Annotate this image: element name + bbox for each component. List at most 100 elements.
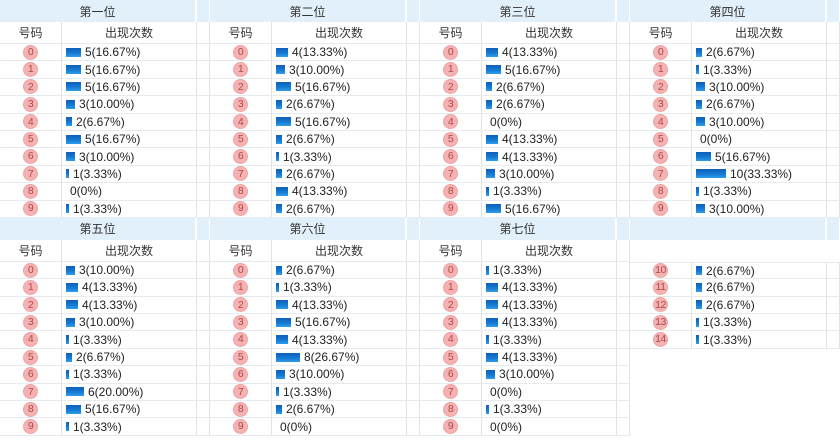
number-cell: 9 [210, 418, 272, 435]
number-row: 7 3(10.00%) [420, 165, 630, 184]
frequency-bar-icon [66, 152, 75, 162]
frequency-label: 5(16.67%) [715, 149, 771, 164]
number-cell: 6 [0, 148, 62, 165]
number-row: 3 4(13.33%) [420, 314, 630, 332]
frequency-bar-icon [276, 387, 279, 397]
number-cell: 5 [210, 130, 272, 148]
panel-header-row: 号码 出现次数 [630, 22, 840, 44]
count-cell: 8(26.67%) [272, 348, 407, 366]
number-badge: 4 [233, 332, 248, 348]
frequency-bar-icon [696, 186, 699, 196]
spacer-cell [407, 261, 420, 279]
panel-title-row [630, 217, 840, 240]
frequency-label: 3(10.00%) [499, 367, 555, 382]
spacer-cell [827, 113, 840, 130]
number-cell: 7 [420, 165, 482, 183]
number-cell: 8 [0, 183, 62, 200]
number-badge: 6 [653, 149, 668, 165]
number-cell: 7 [0, 165, 62, 183]
number-row: 6 1(3.33%) [0, 366, 210, 384]
spacer-cell [197, 183, 210, 200]
frequency-bar-icon [66, 99, 75, 109]
number-badge: 3 [653, 96, 668, 112]
frequency-label: 5(16.67%) [295, 114, 351, 129]
number-badge: 10 [653, 263, 668, 279]
spacer-cell [827, 44, 840, 61]
frequency-bar-icon [276, 99, 282, 109]
number-row: 0 4(13.33%) [420, 44, 630, 62]
frequency-bar-icon [696, 82, 705, 92]
frequency-label: 0(0%) [490, 419, 523, 434]
number-cell: 5 [0, 348, 62, 366]
spacer-cell [407, 314, 420, 331]
number-row: 5 2(6.67%) [0, 348, 210, 367]
spacer-cell [407, 331, 420, 348]
spacer-cell [617, 418, 630, 435]
number-badge: 1 [233, 279, 248, 295]
number-cell: 6 [630, 148, 692, 165]
frequency-label: 5(16.67%) [505, 62, 561, 77]
number-cell: 3 [630, 96, 692, 113]
count-cell: 1(3.33%) [692, 61, 827, 78]
frequency-bar-icon [486, 65, 501, 75]
count-cell: 3(10.00%) [272, 61, 407, 78]
frequency-label: 4(13.33%) [502, 315, 558, 330]
panel-rows: 0 2(6.67%) 1 1(3.33%) 2 3(10.00%) 3 [630, 44, 840, 218]
spacer-cell [407, 61, 420, 78]
number-row: 9 5(16.67%) [420, 200, 630, 218]
number-cell: 0 [630, 44, 692, 61]
position-panel-8: 10 2(6.67%) 11 2(6.67%) 12 2(6.67%) 13 [630, 217, 840, 436]
number-row: 3 2(6.67%) [420, 96, 630, 114]
frequency-label: 4(13.33%) [502, 297, 558, 312]
panel-header-row: 号码 出现次数 [420, 22, 630, 44]
count-cell: 2(6.67%) [482, 96, 617, 113]
frequency-label: 6(20.00%) [88, 384, 144, 399]
panel-rows: 0 4(13.33%) 1 3(10.00%) 2 5(16.67%) 3 [210, 44, 420, 218]
count-cell: 1(3.33%) [482, 331, 617, 348]
panel-title-spacer [827, 217, 840, 240]
number-row: 11 2(6.67%) [630, 279, 840, 297]
count-cell: 3(10.00%) [482, 366, 617, 383]
frequency-label: 2(6.67%) [706, 97, 755, 112]
number-row: 8 2(6.67%) [210, 401, 420, 419]
number-badge: 0 [233, 262, 248, 278]
count-cell: 5(16.67%) [62, 44, 197, 61]
number-row: 0 4(13.33%) [210, 44, 420, 62]
count-cell: 3(10.00%) [62, 314, 197, 331]
number-row: 4 1(3.33%) [0, 331, 210, 349]
number-badge: 7 [233, 166, 248, 182]
count-cell: 1(3.33%) [272, 383, 407, 401]
count-cell: 5(16.67%) [482, 61, 617, 78]
frequency-bar-icon [276, 335, 288, 345]
frequency-bar-icon [696, 99, 702, 109]
spacer-cell [827, 148, 840, 165]
spacer-cell [197, 130, 210, 148]
count-cell: 2(6.67%) [692, 262, 827, 279]
number-badge: 1 [23, 279, 38, 295]
count-cell: 3(10.00%) [692, 113, 827, 130]
number-badge: 1 [443, 62, 458, 78]
frequency-label: 0(0%) [280, 419, 313, 434]
number-badge: 5 [23, 349, 38, 365]
number-cell: 4 [0, 331, 62, 348]
frequency-label: 2(6.67%) [286, 97, 335, 112]
count-cell: 1(3.33%) [62, 200, 197, 217]
spacer-cell [407, 165, 420, 183]
number-badge: 9 [443, 201, 458, 217]
panel-rows: 0 2(6.67%) 1 1(3.33%) 2 4(13.33%) 3 [210, 261, 420, 436]
frequency-bar-icon [276, 47, 288, 57]
panel-title-row: 第三位 [420, 0, 630, 22]
count-cell: 3(10.00%) [62, 96, 197, 113]
spacer-cell [197, 61, 210, 78]
number-cell: 3 [0, 314, 62, 331]
spacer-cell [617, 148, 630, 165]
number-row: 4 0(0%) [420, 113, 630, 131]
spacer-cell [827, 200, 840, 217]
number-cell: 3 [420, 96, 482, 113]
number-row: 0 2(6.67%) [210, 261, 420, 280]
number-row: 6 3(10.00%) [210, 366, 420, 384]
number-cell: 4 [210, 331, 272, 348]
number-row: 7 0(0%) [420, 383, 630, 402]
count-cell: 3(10.00%) [62, 261, 197, 279]
frequency-label: 2(6.67%) [706, 297, 755, 312]
